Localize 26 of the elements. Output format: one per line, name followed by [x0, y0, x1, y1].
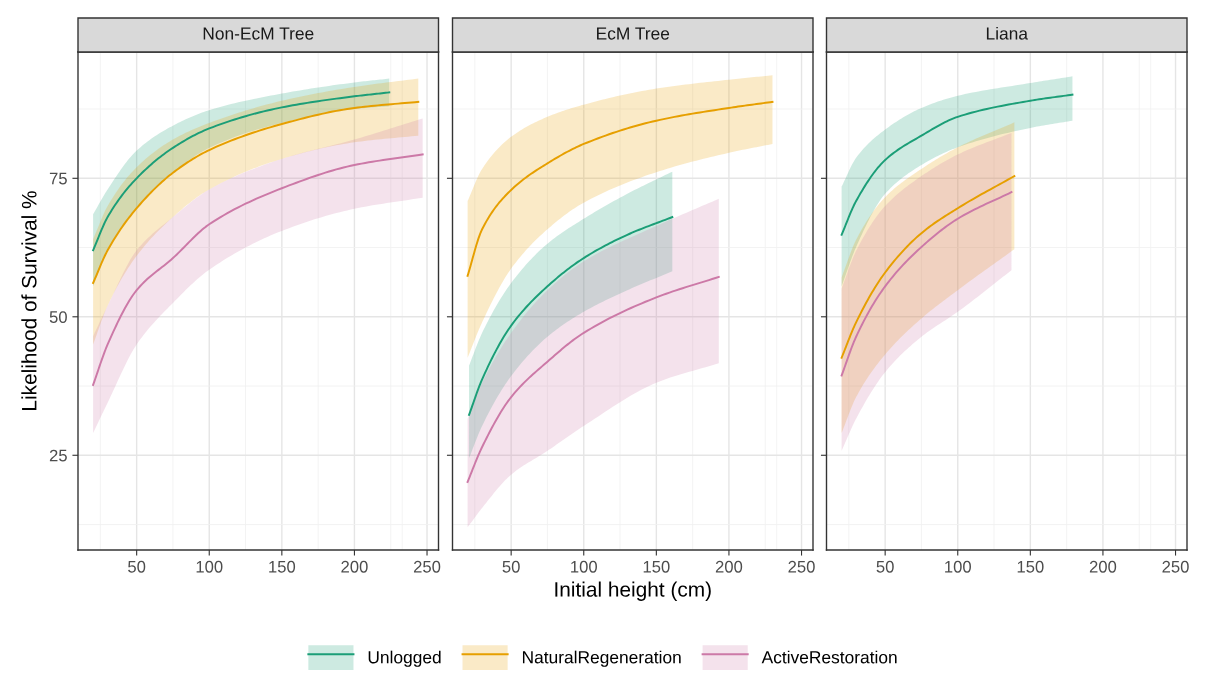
- x-tick-label: 100: [196, 560, 223, 573]
- y-axis-title: Likelihood of Survival %: [21, 191, 37, 410]
- x-tick-label: 200: [715, 560, 743, 573]
- x-tick-label: 250: [788, 560, 815, 573]
- chart-title: Liana: [986, 26, 1028, 40]
- x-tick-label: 50: [502, 560, 520, 573]
- x-tick-label: 50: [128, 560, 146, 573]
- chart-title: Non-EcM Tree: [203, 27, 314, 40]
- chart-title: EcM Tree: [597, 27, 670, 40]
- y-tick-label: 50: [49, 311, 67, 323]
- legend-label: Unlogged: [368, 650, 441, 667]
- legend-label: NaturalRegeneration: [522, 650, 681, 667]
- x-tick-label: 150: [1017, 560, 1044, 573]
- x-tick-label: 50: [876, 560, 894, 573]
- x-axis-title: Initial height (cm): [555, 581, 711, 601]
- x-tick-label: 100: [571, 560, 597, 573]
- y-tick-label: 75: [49, 172, 67, 185]
- x-tick-label: 200: [1089, 560, 1117, 573]
- x-tick-label: 150: [643, 560, 670, 573]
- x-tick-label: 250: [1162, 560, 1189, 573]
- x-tick-label: 150: [269, 560, 296, 573]
- x-tick-label: 100: [945, 560, 971, 573]
- x-tick-label: 250: [413, 560, 441, 573]
- y-tick-label: 25: [49, 449, 67, 462]
- legend-label: ActiveRestoration: [761, 650, 897, 664]
- x-tick-label: 200: [341, 560, 368, 573]
